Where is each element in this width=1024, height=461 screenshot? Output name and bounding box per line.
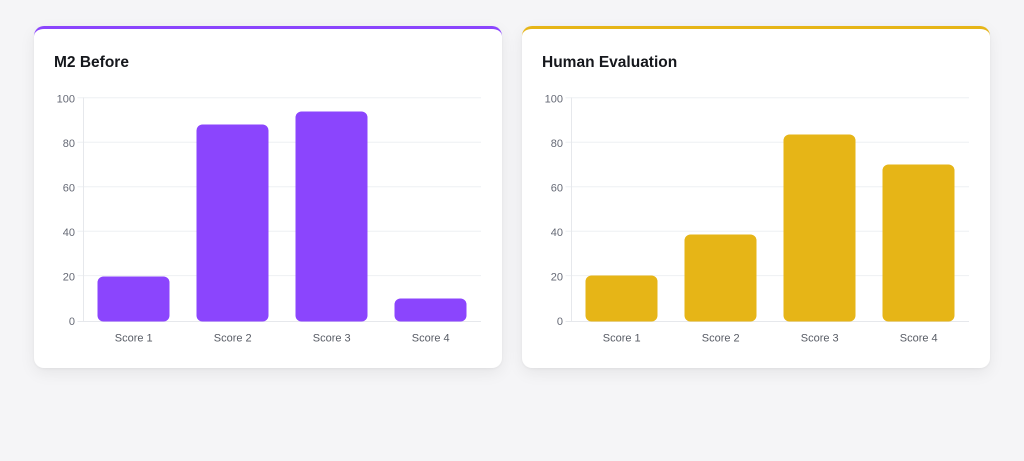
svg-text:80: 80: [551, 138, 563, 150]
svg-text:Score 2: Score 2: [702, 333, 740, 345]
svg-text:Score 4: Score 4: [900, 333, 938, 345]
svg-text:100: 100: [545, 94, 563, 106]
svg-text:Score 4: Score 4: [412, 333, 450, 345]
svg-text:Score 1: Score 1: [115, 333, 153, 345]
svg-text:20: 20: [551, 271, 563, 283]
svg-text:0: 0: [557, 316, 563, 328]
svg-text:100: 100: [57, 94, 75, 106]
svg-text:Score 3: Score 3: [801, 333, 839, 345]
svg-text:Score 2: Score 2: [214, 333, 252, 345]
svg-text:Score 1: Score 1: [603, 333, 641, 345]
svg-text:40: 40: [63, 227, 75, 239]
svg-text:20: 20: [63, 271, 75, 283]
svg-text:80: 80: [63, 138, 75, 150]
svg-text:0: 0: [69, 316, 75, 328]
svg-text:60: 60: [63, 182, 75, 194]
svg-text:Score 3: Score 3: [313, 333, 351, 345]
svg-text:60: 60: [551, 182, 563, 194]
svg-text:40: 40: [551, 227, 563, 239]
